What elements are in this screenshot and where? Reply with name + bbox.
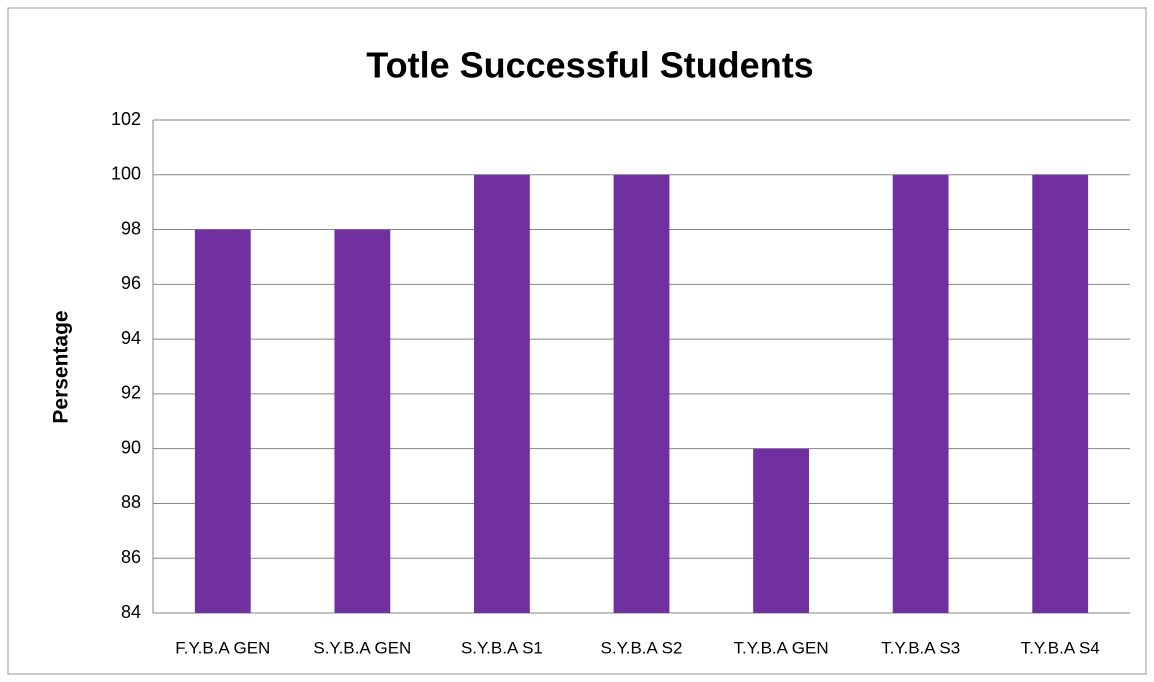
bar	[334, 229, 391, 614]
x-tick-label: S.Y.B.A S1	[461, 638, 543, 657]
y-tick-label: 96	[121, 273, 141, 293]
chart-title: Totle Successful Students	[366, 45, 813, 86]
bar	[613, 174, 670, 613]
x-tick-label: T.Y.B.A S3	[881, 638, 960, 657]
y-tick-label: 100	[111, 164, 141, 184]
y-tick-label: 92	[121, 383, 141, 403]
chart-border	[7, 7, 1147, 675]
bar	[194, 229, 251, 614]
bar	[1032, 174, 1089, 613]
x-tick-label: S.Y.B.A GEN	[313, 638, 411, 657]
bar	[892, 174, 949, 613]
y-tick-label: 94	[121, 328, 141, 348]
x-tick-label: S.Y.B.A S2	[601, 638, 683, 657]
y-tick-label: 102	[111, 109, 141, 129]
bar	[753, 448, 809, 613]
x-tick-label: F.Y.B.A GEN	[175, 638, 270, 657]
y-tick-label: 84	[121, 602, 141, 622]
x-tick-label: T.Y.B.A S4	[1021, 638, 1100, 657]
y-tick-label: 98	[121, 218, 141, 238]
y-tick-label: 88	[121, 492, 141, 512]
y-tick-label: 86	[121, 547, 141, 567]
y-tick-label: 90	[121, 437, 141, 457]
y-axis-label: Persentage	[50, 310, 73, 423]
x-tick-label: T.Y.B.A GEN	[734, 638, 829, 657]
bar	[474, 174, 530, 613]
